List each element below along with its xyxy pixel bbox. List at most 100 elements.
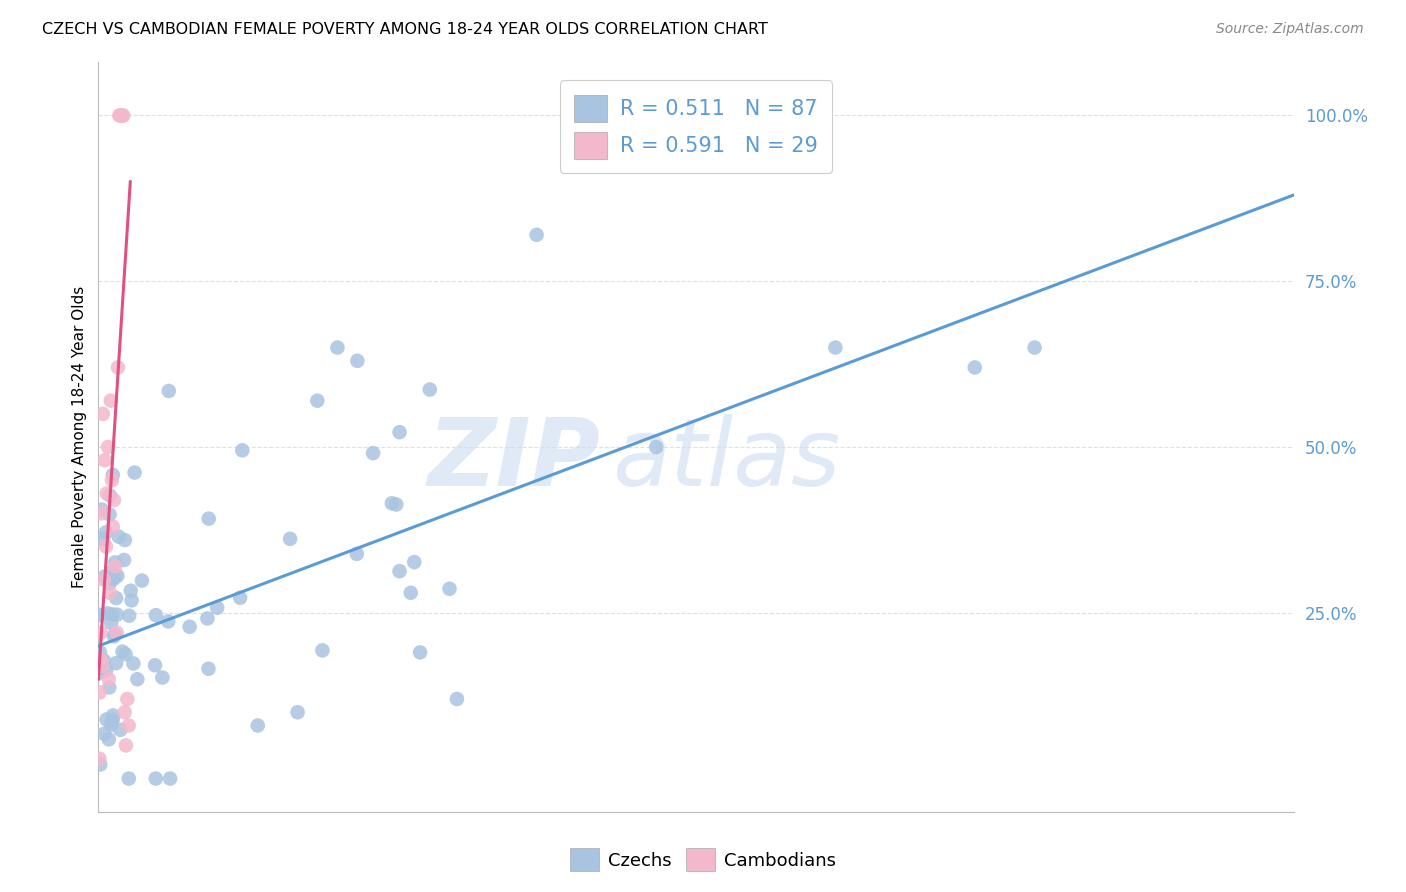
Point <box>105 656 128 670</box>
Point <box>118 772 141 786</box>
Point <box>145 608 167 623</box>
Point <box>103 493 125 508</box>
Point <box>246 718 269 732</box>
Point <box>197 511 219 525</box>
Point <box>96 713 118 727</box>
Point <box>409 645 432 659</box>
Point <box>346 547 368 561</box>
Point <box>197 611 219 625</box>
Point <box>89 645 111 659</box>
Point <box>89 685 111 699</box>
Point <box>101 473 124 487</box>
Point <box>118 718 141 732</box>
Point <box>143 658 166 673</box>
Point <box>287 705 309 719</box>
Point <box>205 600 228 615</box>
Point <box>101 708 124 723</box>
Point <box>120 583 142 598</box>
Point <box>107 530 129 544</box>
Point <box>98 508 121 522</box>
Point <box>100 714 122 729</box>
Point <box>311 643 333 657</box>
Point <box>104 627 127 641</box>
Point <box>388 564 411 578</box>
Point <box>100 718 122 732</box>
Point <box>326 341 349 355</box>
Point <box>97 732 120 747</box>
Point <box>385 498 408 512</box>
Point <box>1024 341 1046 355</box>
Point <box>93 653 115 667</box>
Point <box>91 407 114 421</box>
Point <box>104 556 127 570</box>
Point <box>131 574 153 588</box>
Point <box>446 692 468 706</box>
Point <box>96 607 118 621</box>
Point <box>94 453 117 467</box>
Point <box>100 615 122 630</box>
Point <box>105 625 128 640</box>
Point <box>98 576 121 591</box>
Point <box>526 227 548 242</box>
Point <box>103 572 125 586</box>
Point <box>159 772 181 786</box>
Point <box>94 540 117 554</box>
Point <box>110 108 132 122</box>
Text: CZECH VS CAMBODIAN FEMALE POVERTY AMONG 18-24 YEAR OLDS CORRELATION CHART: CZECH VS CAMBODIAN FEMALE POVERTY AMONG … <box>42 22 768 37</box>
Point <box>157 615 180 629</box>
Point <box>89 752 111 766</box>
Point <box>110 723 132 737</box>
Point <box>100 393 122 408</box>
Point <box>98 681 121 695</box>
Point <box>108 108 131 122</box>
Point <box>90 506 112 520</box>
Point <box>101 519 124 533</box>
Point <box>361 446 384 460</box>
Point <box>399 586 422 600</box>
Point <box>98 488 121 502</box>
Point <box>101 607 124 622</box>
Point <box>121 593 143 607</box>
Point <box>111 645 134 659</box>
Point <box>105 607 128 622</box>
Point <box>114 705 136 719</box>
Point <box>107 569 129 583</box>
Point <box>114 533 136 548</box>
Point <box>89 757 111 772</box>
Point <box>111 108 134 122</box>
Point <box>307 393 329 408</box>
Point <box>824 341 846 355</box>
Point <box>90 625 112 640</box>
Point <box>93 727 115 741</box>
Point <box>112 108 135 122</box>
Point <box>104 559 127 574</box>
Point <box>91 532 114 546</box>
Point <box>103 629 125 643</box>
Point <box>97 672 120 686</box>
Point <box>124 466 146 480</box>
Point <box>93 569 115 583</box>
Point <box>98 586 121 600</box>
Point <box>388 425 411 440</box>
Point <box>117 692 139 706</box>
Text: Source: ZipAtlas.com: Source: ZipAtlas.com <box>1216 22 1364 37</box>
Point <box>963 360 986 375</box>
Legend: Czechs, Cambodians: Czechs, Cambodians <box>562 841 844 879</box>
Point <box>118 608 141 623</box>
Point <box>97 440 120 454</box>
Point <box>127 672 149 686</box>
Point <box>179 620 201 634</box>
Point <box>101 712 124 726</box>
Point <box>91 658 114 673</box>
Point <box>419 383 441 397</box>
Point <box>645 440 668 454</box>
Point <box>404 555 426 569</box>
Text: atlas: atlas <box>613 414 841 505</box>
Point <box>112 553 135 567</box>
Point <box>229 591 252 605</box>
Point <box>100 566 122 580</box>
Point <box>90 502 112 516</box>
Point <box>278 532 301 546</box>
Point <box>93 573 115 587</box>
Point <box>89 666 111 681</box>
